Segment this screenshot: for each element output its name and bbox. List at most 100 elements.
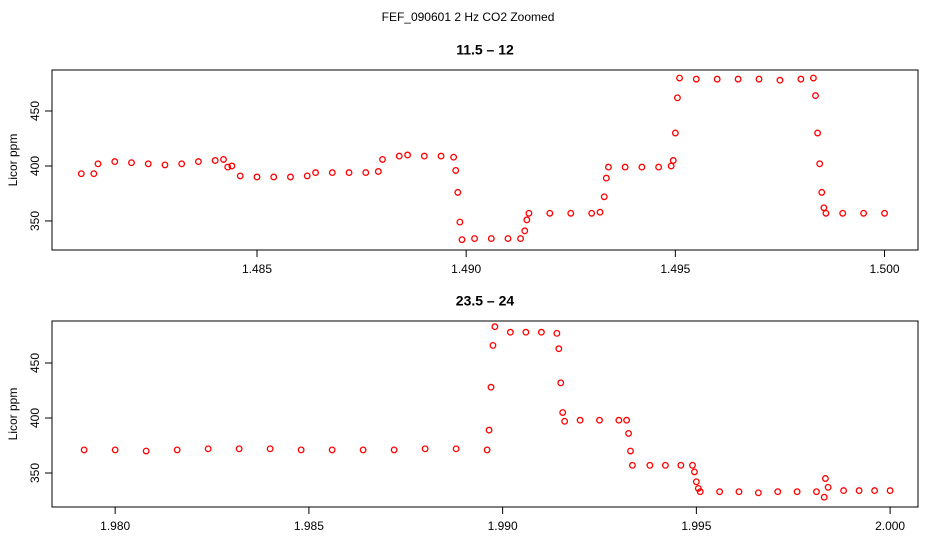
- data-point: [696, 488, 704, 496]
- data-point: [840, 487, 848, 495]
- data-point: [809, 74, 817, 82]
- data-point: [627, 447, 634, 455]
- data-point: [881, 209, 888, 217]
- y-tick-label: 400: [28, 156, 42, 176]
- data-point: [559, 409, 567, 416]
- data-point: [671, 129, 679, 137]
- y-axis-label: Licor ppm: [6, 134, 20, 187]
- data-point: [820, 493, 828, 501]
- data-point: [646, 461, 654, 469]
- data-point: [600, 193, 608, 201]
- panel-title: 11.5 – 12: [456, 42, 514, 58]
- x-tick-label: 1.995: [681, 519, 711, 533]
- plot-frame: [51, 69, 919, 251]
- data-point: [80, 446, 88, 454]
- data-point: [178, 160, 186, 168]
- data-point: [437, 152, 445, 160]
- data-point: [161, 161, 169, 169]
- data-point: [456, 218, 464, 226]
- y-tick-label: 450: [28, 353, 42, 373]
- data-point: [546, 209, 554, 217]
- data-point: [266, 445, 274, 453]
- y-tick-label: 350: [28, 211, 42, 231]
- data-point: [669, 157, 677, 164]
- data-point: [816, 160, 824, 168]
- y-tick-label: 450: [28, 101, 42, 121]
- data-point: [667, 162, 675, 170]
- data-point: [676, 74, 683, 82]
- data-point: [504, 235, 512, 243]
- data-point: [362, 169, 370, 177]
- data-point: [602, 174, 610, 182]
- data-point: [128, 159, 135, 167]
- data-point: [754, 489, 762, 497]
- data-point: [312, 169, 320, 177]
- data-point: [235, 445, 243, 453]
- data-point: [173, 446, 181, 454]
- data-point: [776, 76, 784, 84]
- data-point: [204, 445, 212, 453]
- data-point: [596, 208, 604, 216]
- data-point: [379, 155, 386, 163]
- data-point: [111, 158, 119, 166]
- data-point: [452, 166, 460, 174]
- data-point: [142, 447, 150, 455]
- x-tick-label: 1.980: [100, 519, 130, 533]
- data-point: [628, 461, 636, 469]
- data-point: [287, 173, 294, 181]
- data-point: [860, 209, 868, 217]
- data-point: [228, 162, 236, 170]
- data-point: [621, 163, 629, 171]
- data-point: [487, 235, 495, 243]
- data-point: [886, 487, 894, 495]
- data-point: [537, 328, 545, 336]
- data-point: [458, 236, 466, 244]
- data-point: [774, 488, 782, 496]
- data-point: [194, 158, 202, 166]
- data-point: [692, 478, 700, 486]
- data-point: [623, 416, 631, 424]
- data-point: [814, 129, 822, 137]
- data-point: [576, 416, 584, 424]
- data-point: [421, 445, 429, 453]
- data-point: [588, 209, 596, 217]
- data-point: [567, 209, 575, 217]
- data-point: [821, 475, 829, 482]
- data-point: [855, 487, 863, 495]
- data-point: [596, 416, 603, 424]
- data-point: [555, 345, 563, 353]
- data-point: [452, 445, 460, 453]
- data-point: [270, 173, 278, 181]
- data-point: [450, 153, 458, 161]
- data-point: [374, 168, 382, 175]
- data-point: [491, 323, 499, 331]
- data-point: [797, 75, 805, 83]
- data-point: [553, 329, 561, 337]
- data-point: [303, 172, 311, 180]
- data-point: [661, 461, 669, 469]
- data-point: [716, 488, 724, 496]
- data-point: [94, 160, 102, 168]
- x-tick-label: 2.000: [875, 519, 905, 533]
- x-tick-label: 1.500: [870, 262, 900, 276]
- data-point: [689, 461, 696, 469]
- data-point: [677, 461, 685, 469]
- y-tick-label: 400: [28, 408, 42, 428]
- data-point: [328, 169, 336, 177]
- plot-frame: [51, 320, 919, 508]
- data-point: [818, 188, 826, 196]
- data-point: [90, 170, 98, 178]
- data-point: [395, 152, 403, 160]
- data-point: [390, 446, 398, 454]
- data-point: [690, 468, 698, 476]
- data-point: [734, 75, 742, 83]
- data-point: [525, 209, 533, 217]
- panel-title: 23.5 – 24: [456, 293, 515, 309]
- data-point: [345, 169, 353, 177]
- data-point: [506, 328, 514, 336]
- data-point: [454, 188, 462, 196]
- data-point: [253, 173, 261, 181]
- data-point: [638, 163, 646, 171]
- x-tick-label: 1.985: [294, 519, 324, 533]
- data-point: [144, 160, 152, 168]
